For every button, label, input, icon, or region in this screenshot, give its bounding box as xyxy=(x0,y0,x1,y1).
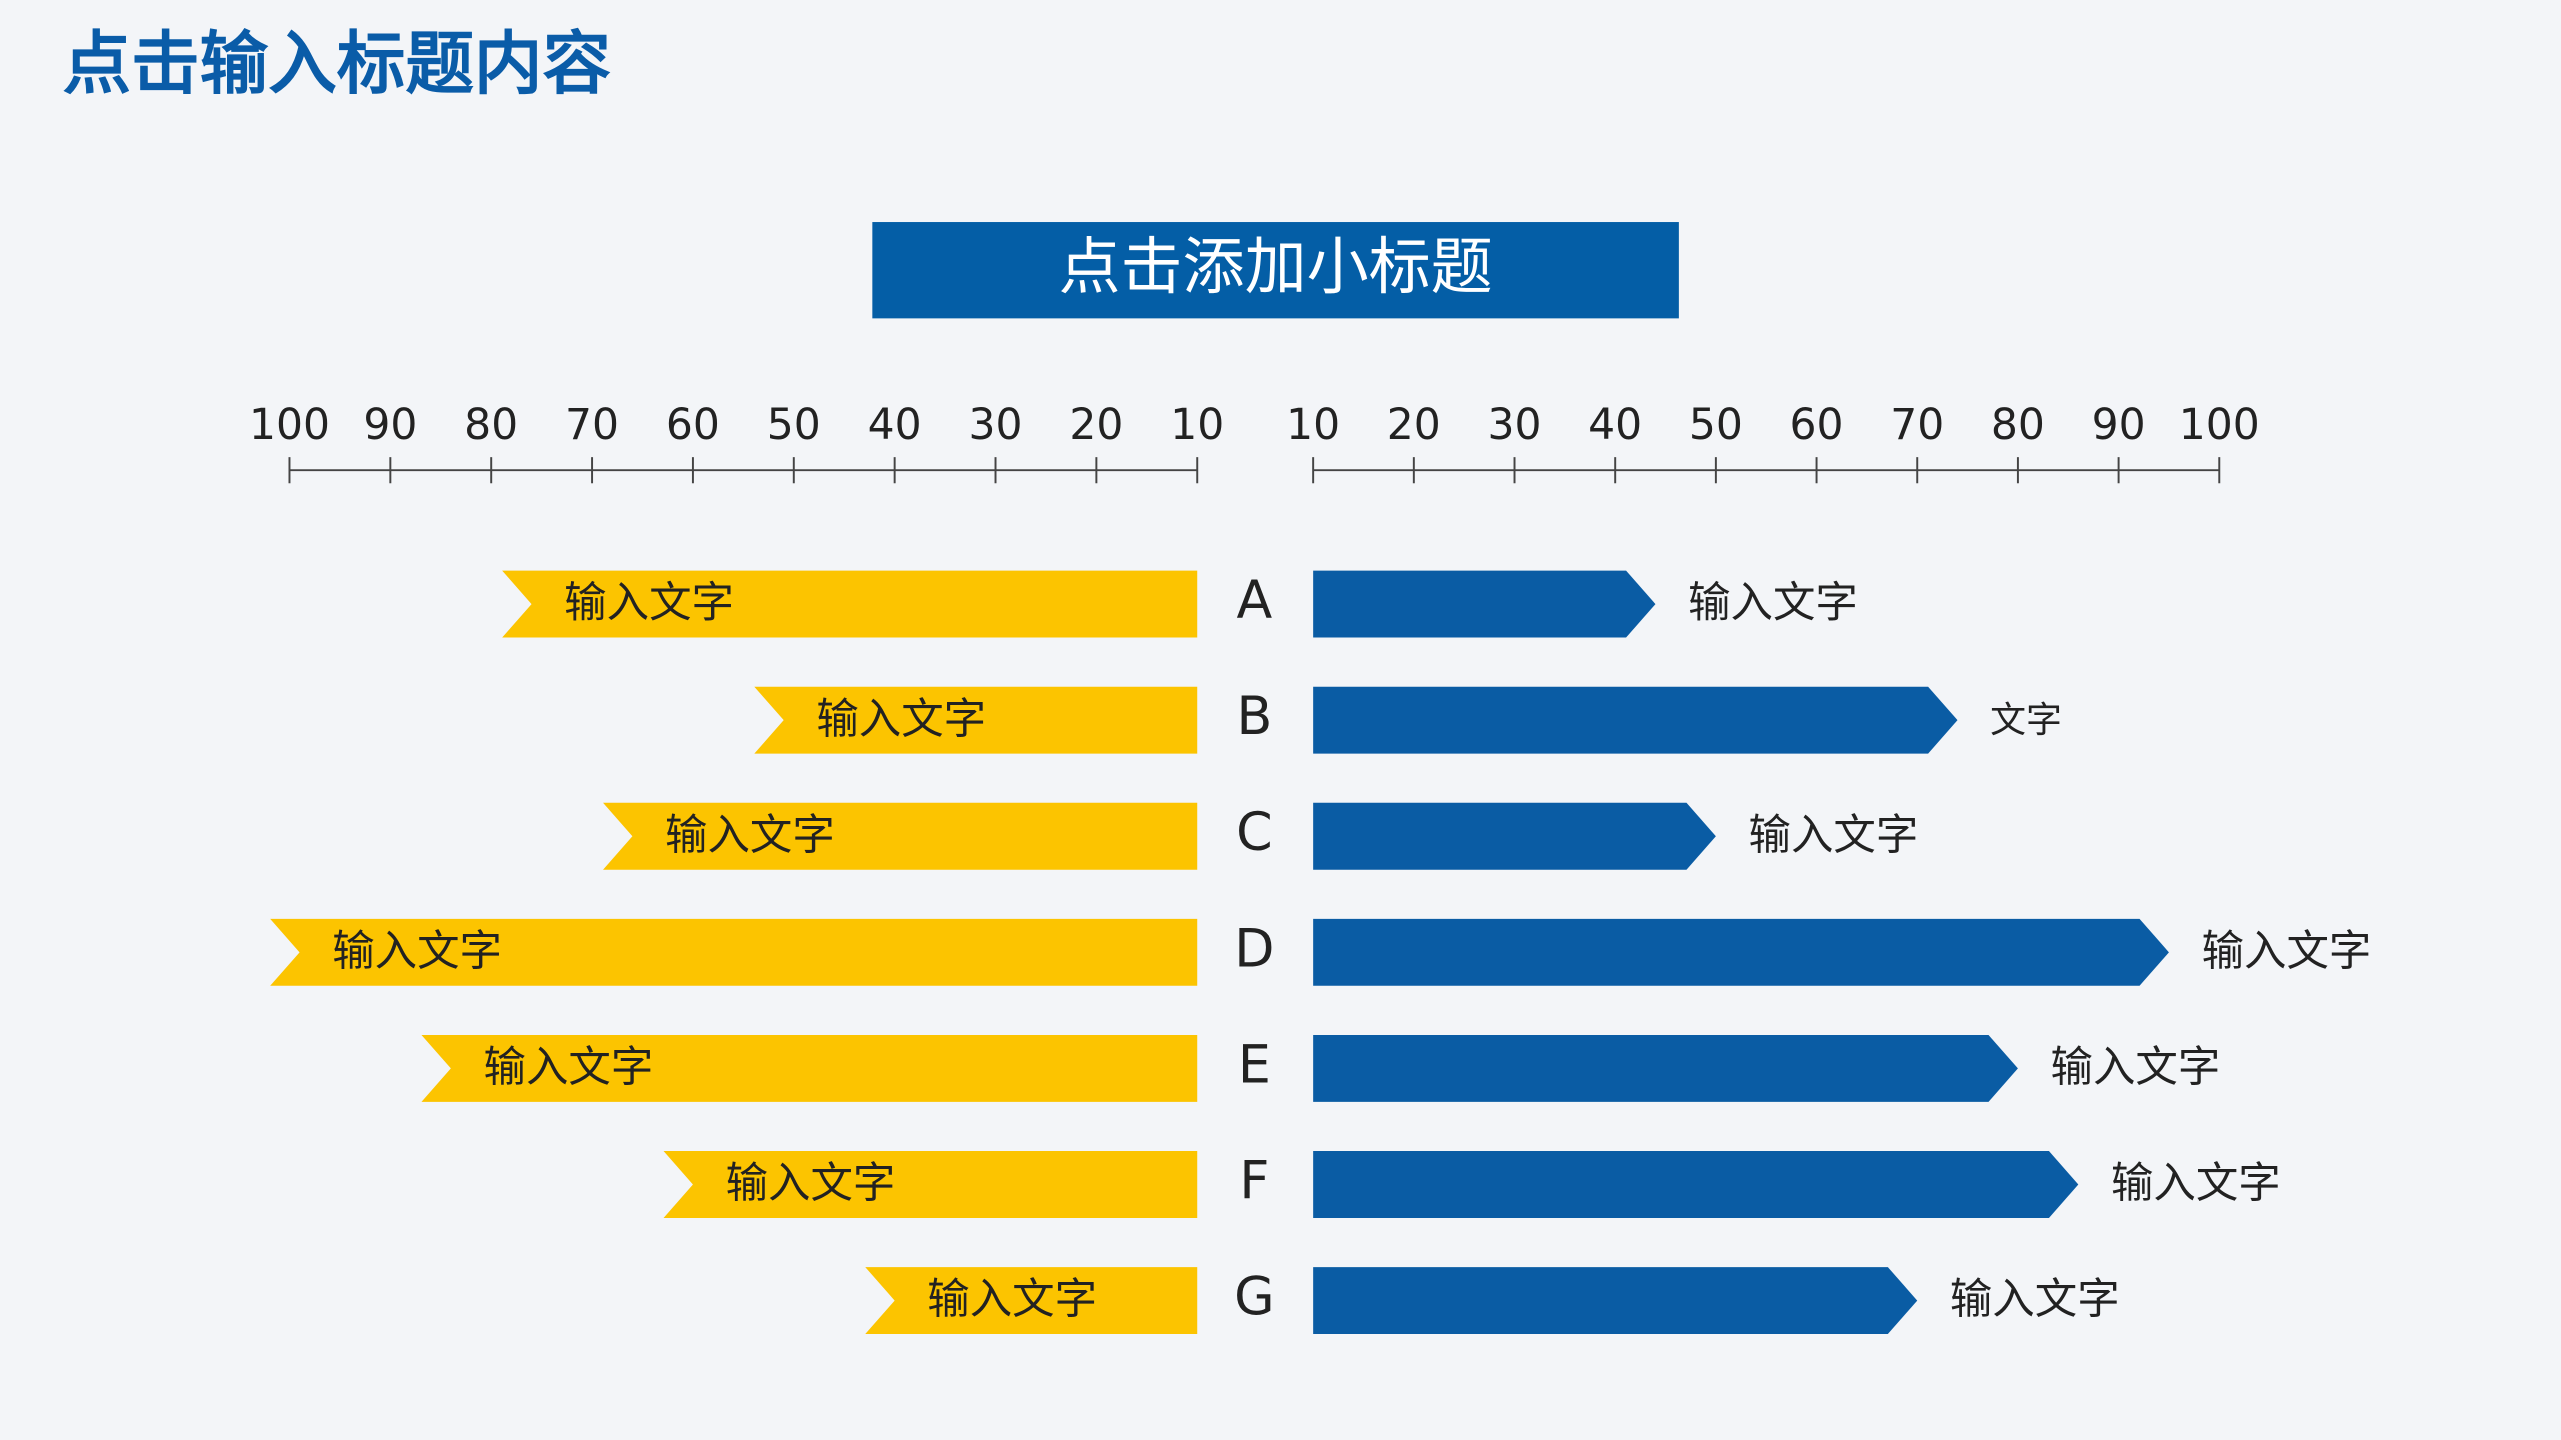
bar xyxy=(1313,918,2169,986)
x-tick-label: 10 xyxy=(1170,401,1224,450)
category-label: C xyxy=(1236,803,1272,863)
bar xyxy=(865,1267,1198,1335)
x-tick-label: 50 xyxy=(767,401,821,450)
bar-label: 输入文字 xyxy=(332,927,502,976)
bar-label: 输入文字 xyxy=(1950,1276,2120,1325)
x-tick-label: 100 xyxy=(249,401,330,450)
bar-label: 输入文字 xyxy=(2111,1160,2281,1209)
category-label: D xyxy=(1234,919,1274,979)
bar-label: 输入文字 xyxy=(816,695,986,744)
x-tick-label: 20 xyxy=(1069,401,1123,450)
bar-label: 输入文字 xyxy=(564,579,734,628)
x-tick-label: 40 xyxy=(1588,401,1642,450)
bar xyxy=(1313,1151,2079,1218)
bar-label: 输入文字 xyxy=(484,1044,654,1093)
page-title: 点击输入标题内容 xyxy=(63,25,612,105)
x-tick-label: 80 xyxy=(464,401,518,450)
category-label: B xyxy=(1236,687,1272,747)
category-label: E xyxy=(1238,1035,1271,1095)
x-tick-label: 20 xyxy=(1387,401,1441,450)
category-label: G xyxy=(1234,1268,1274,1328)
bar xyxy=(502,570,1198,638)
bar xyxy=(1313,1267,1918,1335)
bar-label: 输入文字 xyxy=(1749,811,1919,860)
bar xyxy=(1313,570,1656,638)
x-tick-label: 80 xyxy=(1991,401,2045,450)
x-tick-label: 30 xyxy=(1488,401,1542,450)
x-tick-label: 30 xyxy=(969,401,1023,450)
bar-label: 输入文字 xyxy=(2051,1044,2221,1093)
subtitle-box xyxy=(872,222,1679,319)
x-tick-label: 90 xyxy=(363,401,417,450)
x-tick-label: 60 xyxy=(666,401,720,450)
bar-label: 输入文字 xyxy=(2202,927,2372,976)
bar xyxy=(421,1034,1198,1102)
bar xyxy=(754,686,1198,754)
x-tick-label: 100 xyxy=(2179,401,2260,450)
bar xyxy=(1313,1034,2018,1102)
x-tick-label: 50 xyxy=(1689,401,1743,450)
bar-label: 输入文字 xyxy=(665,811,835,860)
bar-label: 文字 xyxy=(1990,700,2062,741)
bar xyxy=(270,918,1198,986)
bar xyxy=(603,802,1198,870)
bar-label: 输入文字 xyxy=(726,1160,896,1209)
x-tick-label: 90 xyxy=(2092,401,2146,450)
chart-title: 点击添加小标题 xyxy=(1058,230,1492,303)
x-tick-label: 60 xyxy=(1790,401,1844,450)
bar xyxy=(663,1151,1198,1218)
x-tick-label: 70 xyxy=(1890,401,1944,450)
x-tick-label: 70 xyxy=(565,401,619,450)
category-label: F xyxy=(1239,1151,1269,1211)
bar xyxy=(1313,686,1958,754)
x-tick-label: 10 xyxy=(1286,401,1340,450)
bar-label: 输入文字 xyxy=(1688,579,1858,628)
category-label: A xyxy=(1237,571,1273,631)
bar xyxy=(1313,802,1716,870)
x-tick-label: 40 xyxy=(868,401,922,450)
bar-label: 输入文字 xyxy=(927,1276,1097,1325)
